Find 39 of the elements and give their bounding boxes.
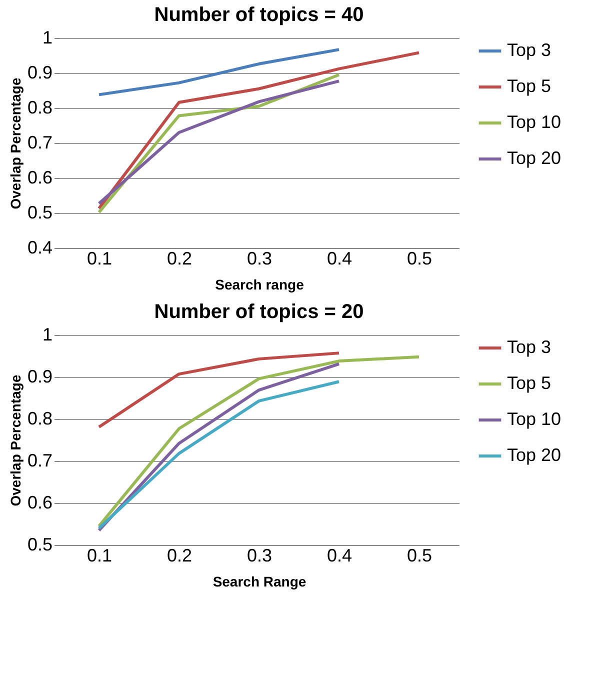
legend-label: Top 20	[507, 148, 562, 168]
legend-label: Top 10	[507, 409, 562, 429]
y-tick-label: 0.5	[27, 202, 52, 222]
y-tick-label: 0.8	[27, 98, 52, 118]
x-tick-label: 0.4	[326, 248, 352, 268]
x-tick-label: 0.1	[86, 248, 112, 268]
x-tick-label: 0.5	[406, 248, 432, 268]
y-tick-label: 0.7	[27, 132, 52, 152]
legend-label: Top 5	[507, 373, 552, 393]
x-tick-label: 0.4	[326, 546, 352, 566]
x-tick-label: 0.3	[246, 546, 272, 566]
x-tick-label: 0.2	[166, 248, 192, 268]
y-tick-label: 0.6	[27, 492, 52, 512]
y-tick-label: 0.9	[27, 366, 52, 386]
legend-label: Top 3	[507, 40, 552, 60]
x-axis-title: Search Range	[212, 574, 306, 590]
x-axis-title: Search range	[215, 276, 304, 292]
legend-label: Top 3	[507, 337, 552, 357]
y-tick-label: 0.8	[27, 408, 52, 428]
y-tick-label: 0.6	[27, 168, 52, 188]
legend-label: Top 10	[507, 112, 562, 132]
line-series	[98, 48, 340, 96]
chart-title: Number of topics = 20	[154, 301, 364, 323]
y-axis-title: Overlap Percentage	[7, 374, 24, 506]
line-series	[98, 51, 420, 210]
y-tick-label: 0.9	[27, 62, 52, 82]
line-series	[98, 355, 420, 528]
y-tick-label: 1	[42, 28, 52, 48]
x-tick-label: 0.3	[246, 248, 272, 268]
x-tick-label: 0.5	[406, 546, 432, 566]
legend-label: Top 5	[507, 76, 552, 96]
x-tick-label: 0.1	[86, 546, 112, 566]
x-tick-label: 0.2	[166, 546, 192, 566]
y-tick-label: 1	[42, 324, 52, 344]
legend-label: Top 20	[507, 445, 562, 465]
line-series	[98, 352, 340, 428]
y-axis-title: Overlap Percentage	[7, 78, 24, 210]
chart-title: Number of topics = 40	[154, 4, 364, 26]
y-tick-label: 0.7	[27, 450, 52, 470]
